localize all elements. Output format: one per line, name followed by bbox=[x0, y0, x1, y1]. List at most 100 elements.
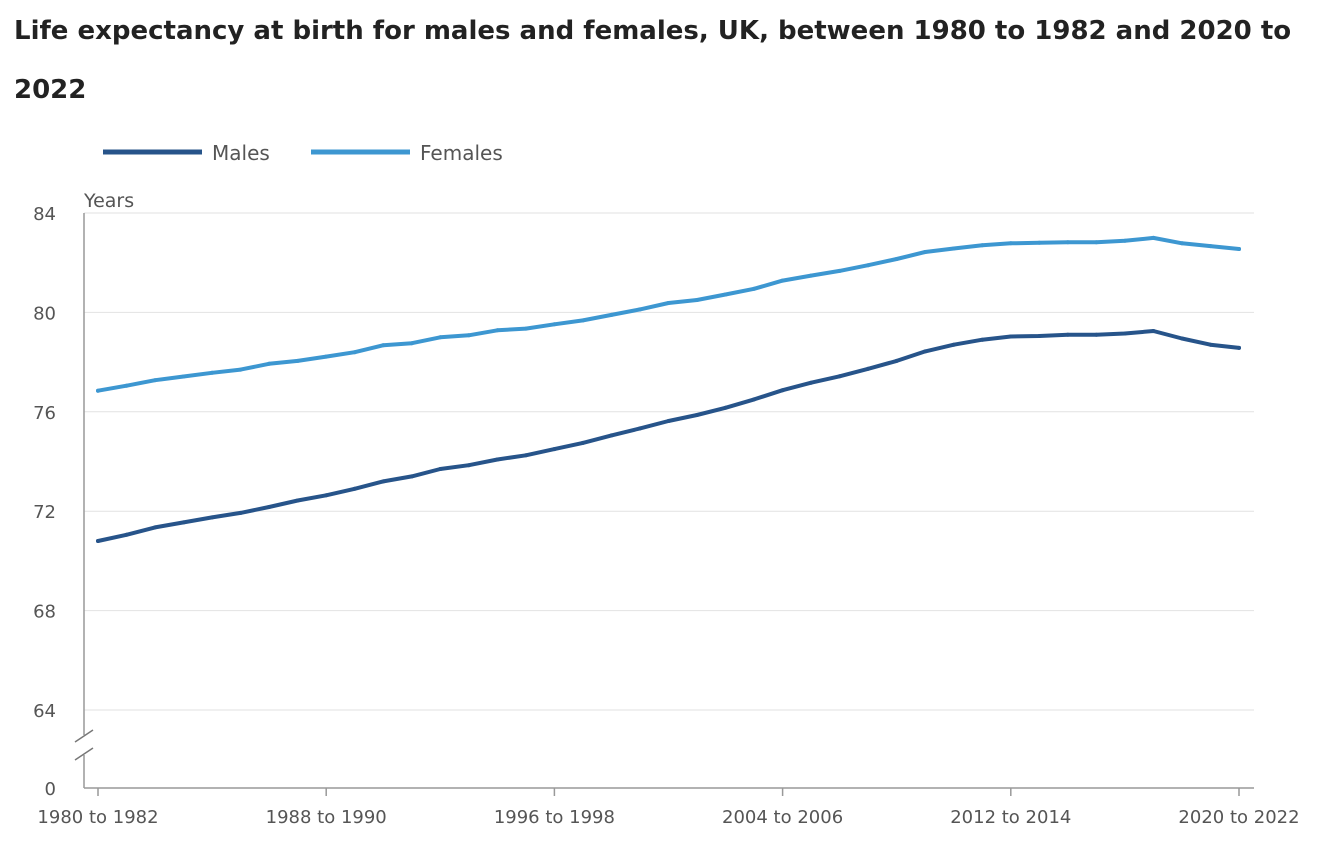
data-point-females-18 bbox=[609, 312, 614, 317]
data-point-females-3 bbox=[181, 374, 186, 379]
data-point-males-32 bbox=[1008, 334, 1013, 339]
data-point-females-16 bbox=[552, 322, 557, 327]
legend-item-males: Males bbox=[103, 141, 270, 165]
data-point-females-0 bbox=[96, 388, 100, 393]
data-point-males-40 bbox=[1237, 345, 1241, 350]
y-axis-unit-label: Years bbox=[83, 190, 134, 212]
data-point-females-19 bbox=[638, 307, 642, 312]
data-point-males-22 bbox=[723, 405, 728, 410]
x-tick-label-32: 2012 to 2014 bbox=[950, 807, 1071, 828]
data-point-females-15 bbox=[523, 326, 528, 331]
data-point-males-27 bbox=[866, 366, 871, 371]
data-point-males-13 bbox=[466, 463, 471, 468]
data-point-females-9 bbox=[352, 350, 357, 355]
x-tick-label-24: 2004 to 2006 bbox=[722, 807, 843, 828]
y-tick-label-68: 68 bbox=[33, 602, 56, 623]
legend: Males Females bbox=[103, 141, 503, 165]
y-axis-ticks: 84 80 76 72 68 64 0 bbox=[33, 204, 56, 800]
data-point-males-17 bbox=[580, 440, 585, 445]
data-point-males-35 bbox=[1094, 332, 1099, 337]
data-point-males-37 bbox=[1151, 329, 1156, 333]
data-point-males-38 bbox=[1180, 336, 1184, 341]
data-point-males-25 bbox=[809, 380, 814, 385]
data-point-males-16 bbox=[552, 447, 557, 452]
legend-label-females: Females bbox=[420, 141, 503, 165]
data-point-males-29 bbox=[923, 349, 928, 354]
data-point-females-13 bbox=[466, 333, 471, 338]
data-point-males-2 bbox=[153, 525, 158, 530]
y-tick-label-80: 80 bbox=[33, 303, 56, 324]
data-point-females-39 bbox=[1208, 244, 1213, 249]
data-point-females-30 bbox=[951, 246, 956, 251]
data-point-females-24 bbox=[780, 278, 785, 283]
data-point-males-12 bbox=[438, 467, 443, 471]
data-point-males-30 bbox=[951, 342, 956, 347]
legend-item-females: Females bbox=[311, 141, 503, 165]
data-point-males-3 bbox=[181, 520, 186, 525]
data-point-females-12 bbox=[438, 335, 443, 340]
data-point-females-37 bbox=[1151, 235, 1156, 240]
series-females bbox=[96, 235, 1241, 393]
data-point-females-6 bbox=[267, 361, 272, 366]
data-point-females-36 bbox=[1122, 238, 1127, 243]
data-point-females-21 bbox=[695, 298, 699, 302]
series-lines bbox=[96, 235, 1241, 543]
y-tick-label-0: 0 bbox=[45, 779, 56, 800]
data-point-females-27 bbox=[866, 263, 871, 268]
data-point-females-4 bbox=[210, 370, 215, 375]
data-point-females-40 bbox=[1237, 247, 1241, 251]
data-point-males-18 bbox=[609, 433, 614, 438]
legend-label-males: Males bbox=[212, 141, 270, 165]
data-point-males-34 bbox=[1065, 332, 1070, 337]
data-point-females-10 bbox=[381, 343, 386, 348]
data-point-females-35 bbox=[1094, 240, 1099, 245]
data-point-females-20 bbox=[666, 301, 671, 305]
data-point-females-14 bbox=[495, 328, 500, 333]
data-point-males-9 bbox=[352, 486, 357, 491]
axis-break-mark-top bbox=[74, 729, 94, 743]
data-point-females-2 bbox=[153, 378, 158, 383]
data-point-females-28 bbox=[894, 257, 899, 261]
chart-title: Life expectancy at birth for males and f… bbox=[14, 16, 1292, 105]
data-point-females-32 bbox=[1008, 241, 1013, 246]
data-point-females-22 bbox=[723, 292, 728, 297]
data-point-males-6 bbox=[267, 505, 272, 509]
data-point-males-11 bbox=[409, 474, 414, 479]
data-point-males-21 bbox=[695, 413, 699, 417]
data-point-females-5 bbox=[238, 367, 243, 372]
data-point-males-20 bbox=[666, 419, 671, 423]
data-point-males-24 bbox=[780, 388, 785, 393]
x-tick-label-16: 1996 to 1998 bbox=[494, 807, 615, 828]
data-point-males-14 bbox=[495, 457, 500, 462]
data-point-females-25 bbox=[809, 273, 814, 278]
data-point-males-23 bbox=[752, 397, 757, 402]
data-point-males-28 bbox=[894, 358, 899, 363]
x-tick-label-8: 1988 to 1990 bbox=[266, 807, 387, 828]
data-point-females-34 bbox=[1065, 240, 1070, 245]
data-point-females-11 bbox=[409, 341, 414, 346]
data-point-males-33 bbox=[1037, 334, 1042, 338]
data-point-males-7 bbox=[295, 498, 300, 503]
data-point-females-33 bbox=[1037, 240, 1042, 245]
data-point-males-5 bbox=[238, 510, 243, 515]
data-point-males-26 bbox=[837, 374, 842, 379]
x-axis-ticks: 1980 to 1982 1988 to 1990 1996 to 1998 2004… bbox=[37, 788, 1300, 828]
data-point-males-15 bbox=[523, 453, 528, 458]
data-point-males-0 bbox=[96, 539, 100, 543]
data-point-females-38 bbox=[1180, 241, 1184, 246]
x-tick-label-0: 1980 to 1982 bbox=[37, 807, 158, 828]
data-point-females-31 bbox=[980, 243, 985, 248]
data-point-males-39 bbox=[1208, 342, 1213, 347]
data-point-males-10 bbox=[381, 479, 386, 484]
y-tick-label-76: 76 bbox=[33, 403, 56, 424]
axes bbox=[74, 213, 1254, 789]
data-point-males-36 bbox=[1122, 331, 1127, 336]
data-point-females-29 bbox=[923, 250, 928, 254]
data-point-females-8 bbox=[324, 354, 329, 359]
y-tick-label-84: 84 bbox=[33, 204, 56, 225]
x-tick-label-40: 2020 to 2022 bbox=[1178, 807, 1299, 828]
y-tick-label-72: 72 bbox=[33, 502, 56, 523]
data-point-males-4 bbox=[210, 515, 215, 520]
data-point-males-8 bbox=[324, 493, 329, 498]
